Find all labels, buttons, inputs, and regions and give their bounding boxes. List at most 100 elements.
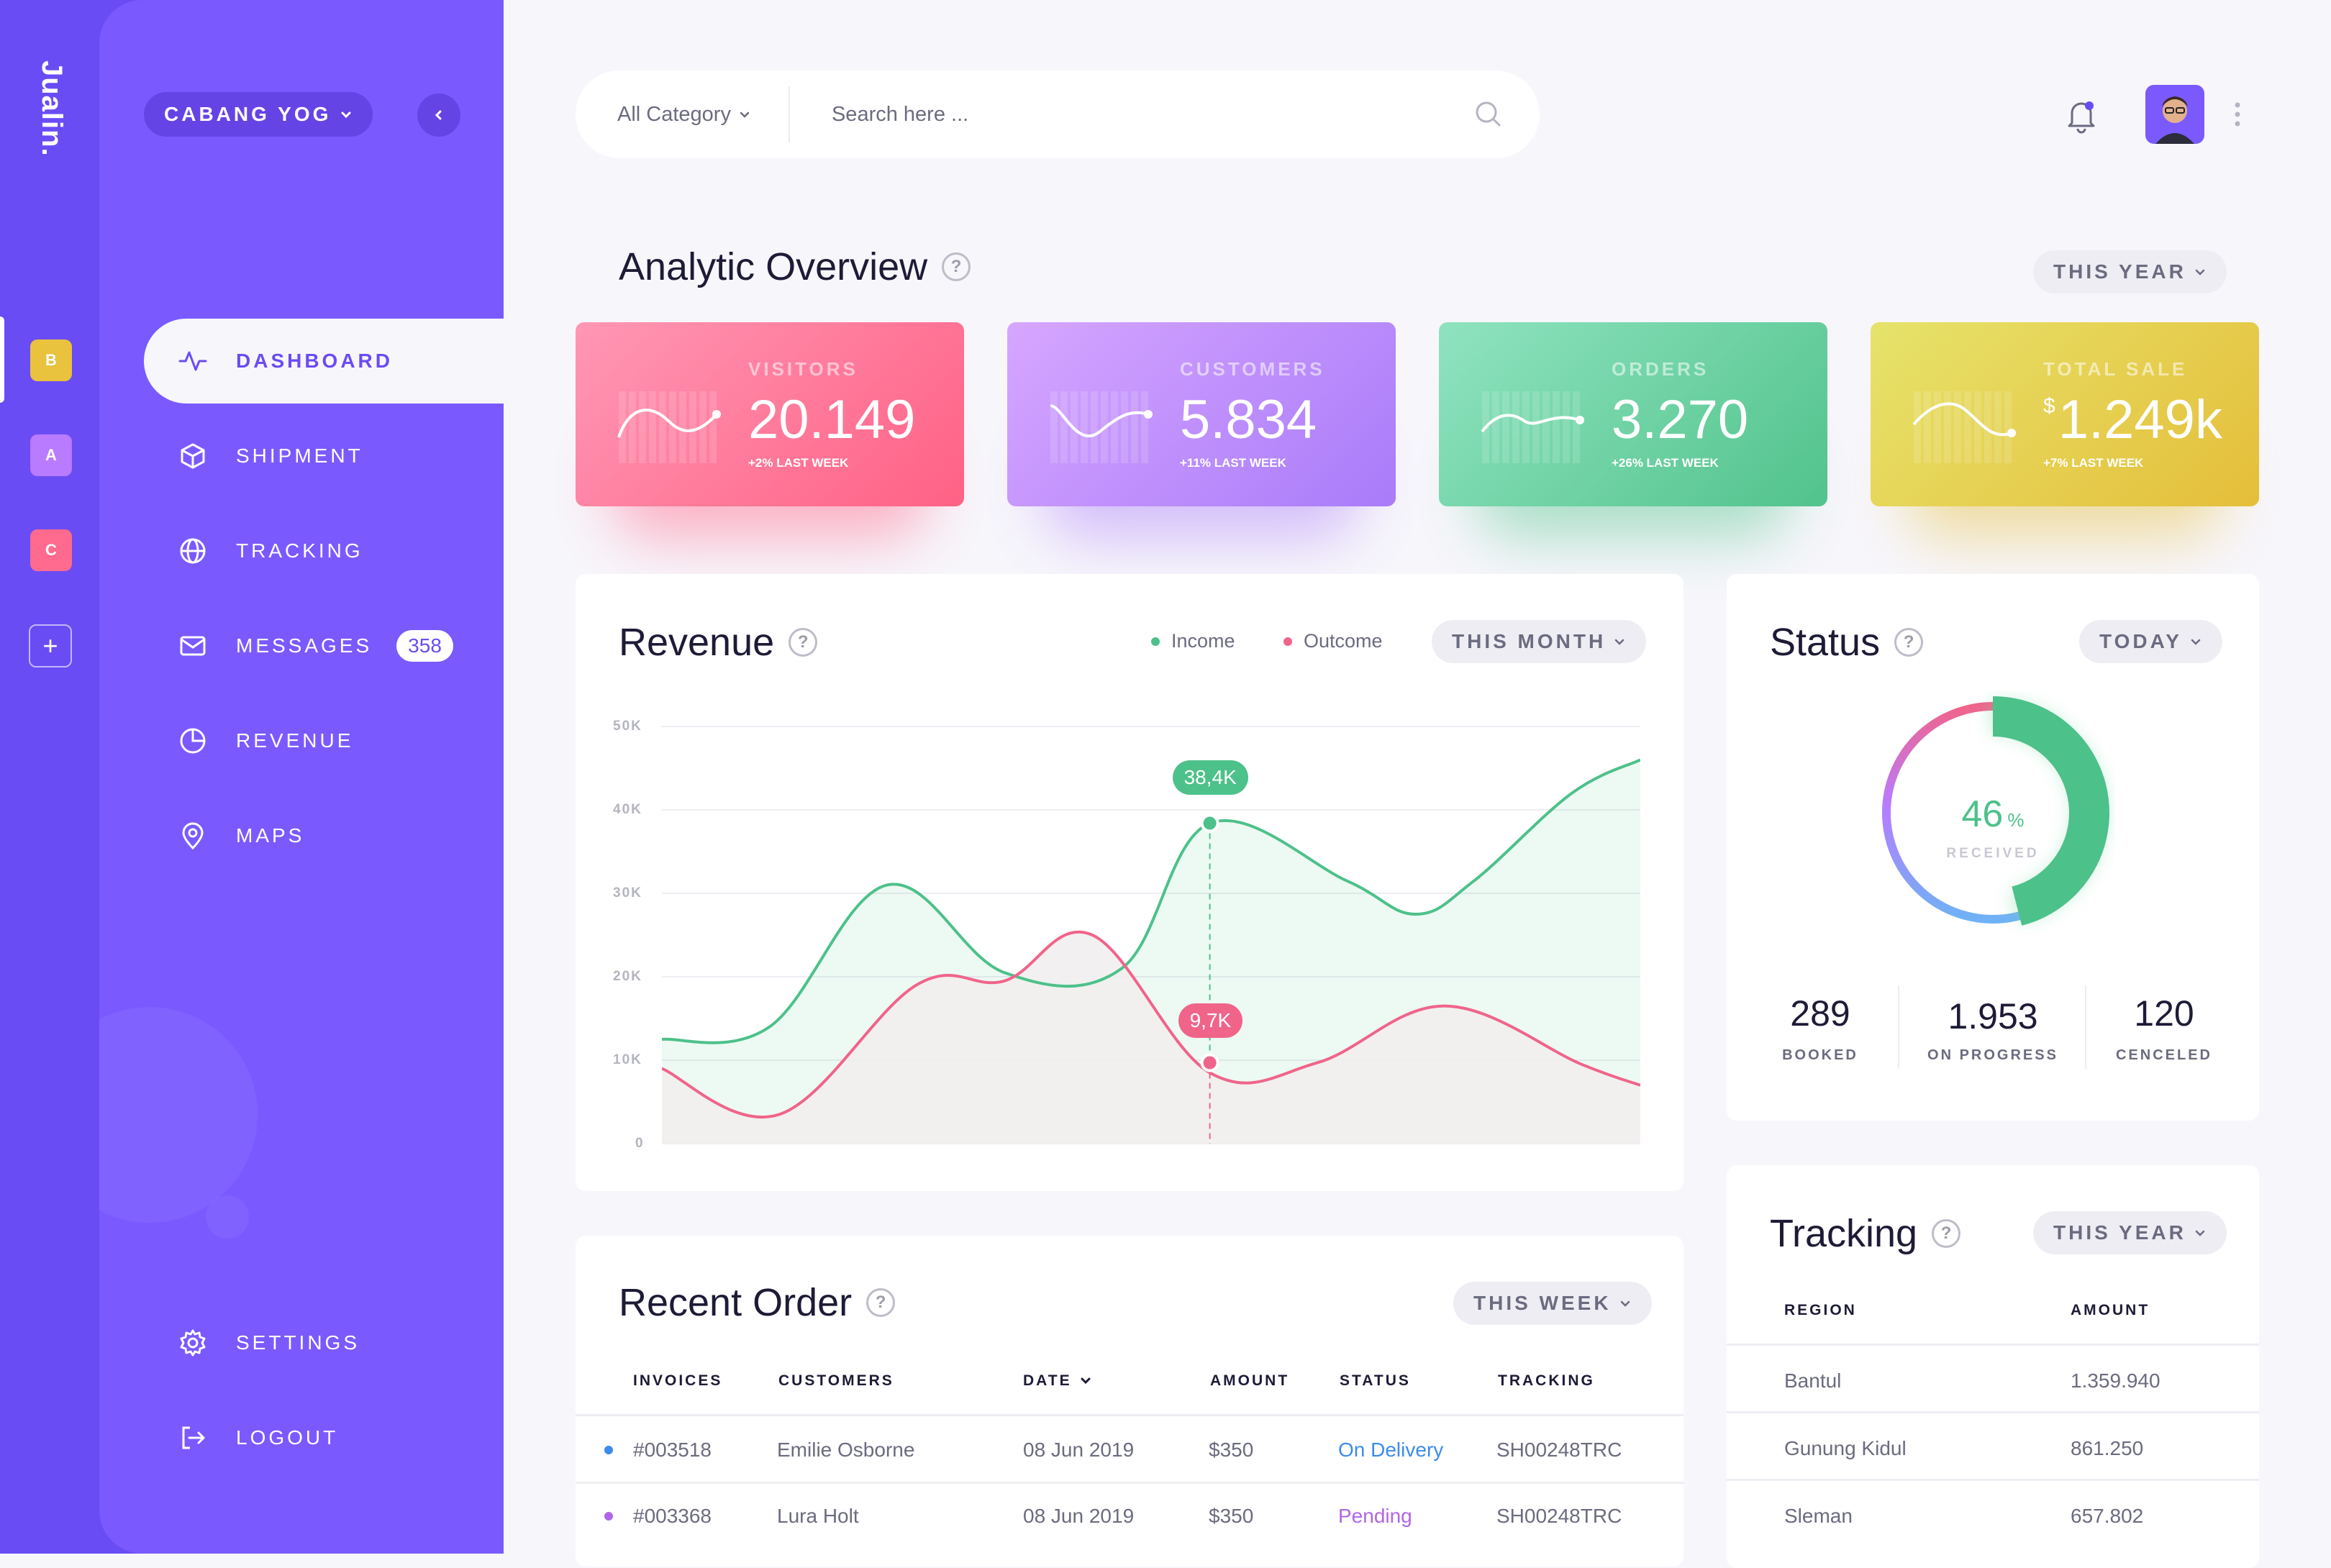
add-workspace-button[interactable]: + xyxy=(29,624,72,667)
category-label: All Category xyxy=(617,102,731,126)
search-divider xyxy=(788,86,790,142)
legend-dot xyxy=(1151,637,1160,646)
tracking-title: Tracking xyxy=(1770,1212,1918,1255)
revenue-period-dropdown[interactable]: THIS MONTH xyxy=(1432,620,1647,663)
tracking-cell: SH00248TRC xyxy=(1496,1439,1622,1461)
map-pin-icon xyxy=(176,819,210,853)
sidebar-item-label: MESSAGES xyxy=(236,634,373,657)
collapse-sidebar-button[interactable] xyxy=(417,94,460,137)
stat-change: +11% LAST WEEK xyxy=(1180,456,1286,470)
income-line[interactable] xyxy=(662,758,1640,1044)
stat-value: 5.834 xyxy=(1180,389,1317,450)
search-icon[interactable] xyxy=(1472,98,1505,131)
legend-income[interactable]: Income xyxy=(1151,630,1235,652)
stat-divider xyxy=(2085,985,2086,1069)
date-cell: 08 Jun 2019 xyxy=(1023,1439,1135,1461)
sidebar-item-logout[interactable]: LOGOUT xyxy=(144,1395,576,1480)
table-divider xyxy=(1727,1479,2259,1481)
on-progress-value: 1.953 xyxy=(1948,996,2038,1036)
income-highlight-point[interactable] xyxy=(1200,813,1219,833)
sidebar-item-label: TRACKING xyxy=(236,539,363,562)
globe-icon xyxy=(176,534,210,568)
column-header-date[interactable]: DATE xyxy=(1023,1372,1092,1390)
workspace-a-button[interactable]: A xyxy=(30,434,72,476)
stat-change: +26% LAST WEEK xyxy=(1612,456,1719,470)
chevron-down-icon xyxy=(740,111,750,118)
tracking-cell: SH00248TRC xyxy=(1496,1505,1622,1527)
sidebar-item-settings[interactable]: SETTINGS xyxy=(144,1300,576,1385)
help-icon[interactable]: ? xyxy=(942,252,971,281)
workspace-b-button[interactable]: B xyxy=(30,339,72,381)
outcome-line[interactable] xyxy=(662,930,1640,1119)
sidebar-item-label: REVENUE xyxy=(236,729,354,752)
y-tick-label: 20K xyxy=(613,969,642,984)
sidebar-item-messages[interactable]: MESSAGES 358 xyxy=(144,603,576,688)
sidebar-item-maps[interactable]: MAPS xyxy=(144,793,576,878)
decorative-circle-small xyxy=(206,1195,249,1239)
column-label: DATE xyxy=(1023,1372,1072,1389)
sidebar-item-label: MAPS xyxy=(236,824,305,847)
avatar-portrait-icon xyxy=(2155,96,2194,144)
legend-dot xyxy=(1283,637,1292,646)
stat-card-visitors[interactable]: VISITORS 20.149 +2% LAST WEEK xyxy=(576,322,964,506)
region-cell: Bantul xyxy=(1784,1369,1842,1392)
column-header-region[interactable]: REGION xyxy=(1784,1302,1857,1318)
branch-selector[interactable]: CABANG YOG xyxy=(144,92,373,137)
sidebar-item-label: DASHBOARD xyxy=(236,350,393,372)
revenue-chart[interactable] xyxy=(662,719,1640,1151)
recent-order-period-dropdown[interactable]: THIS WEEK xyxy=(1453,1282,1652,1325)
column-header-invoices[interactable]: INVOICES xyxy=(633,1372,723,1389)
sidebar-item-label: SHIPMENT xyxy=(236,445,363,467)
column-header-amount[interactable]: AMOUNT xyxy=(2071,1302,2150,1318)
stat-card-customers[interactable]: CUSTOMERS 5.834 +11% LAST WEEK xyxy=(1007,322,1396,506)
tracking-period-dropdown[interactable]: THIS YEAR xyxy=(2033,1211,2227,1254)
booked-value: 289 xyxy=(1790,993,1850,1034)
status-header: Status ? xyxy=(1770,620,1924,665)
column-header-tracking[interactable]: TRACKING xyxy=(1498,1372,1595,1389)
overview-period-dropdown[interactable]: THIS YEAR xyxy=(2033,250,2227,293)
user-avatar[interactable] xyxy=(2145,85,2204,144)
canceled-value: 120 xyxy=(2134,993,2194,1034)
workspace-c-button[interactable]: C xyxy=(30,529,72,571)
help-icon[interactable]: ? xyxy=(1894,628,1924,657)
revenue-title: Revenue xyxy=(619,621,775,664)
y-tick-label: 30K xyxy=(613,885,642,901)
tracking-header: Tracking ? xyxy=(1770,1211,1961,1256)
customer-cell: Emilie Osborne xyxy=(777,1439,915,1461)
legend-label: Income xyxy=(1171,630,1235,652)
sidebar-item-tracking[interactable]: TRACKING xyxy=(144,509,576,593)
help-icon[interactable]: ? xyxy=(866,1288,896,1317)
sidebar-item-shipment[interactable]: SHIPMENT xyxy=(144,414,576,498)
outcome-highlight-point[interactable] xyxy=(1200,1053,1219,1072)
stat-change: +7% LAST WEEK xyxy=(2043,456,2144,470)
table-divider xyxy=(1727,1411,2259,1413)
outcome-area xyxy=(662,931,1640,1144)
mini-wave-chart-icon xyxy=(1481,391,1584,463)
sidebar xyxy=(99,0,504,1554)
income-tooltip: 38,4K xyxy=(1172,760,1248,795)
stat-card-orders[interactable]: ORDERS 3.270 +26% LAST WEEK xyxy=(1439,322,1827,506)
stat-change: +2% LAST WEEK xyxy=(748,456,849,470)
search-input[interactable] xyxy=(831,102,1422,127)
sidebar-item-revenue[interactable]: REVENUE xyxy=(144,698,576,783)
status-cell: On Delivery xyxy=(1338,1439,1444,1461)
search-bar: All Category xyxy=(576,70,1540,158)
status-period-dropdown[interactable]: TODAY xyxy=(2079,620,2222,663)
stat-card-total-sale[interactable]: TOTAL SALE $1.249k +7% LAST WEEK xyxy=(1871,322,2259,506)
column-header-customers[interactable]: CUSTOMERS xyxy=(778,1372,894,1389)
help-icon[interactable]: ? xyxy=(1932,1219,1961,1248)
overview-header: Analytic Overview ? xyxy=(619,245,971,289)
notification-bell-icon[interactable] xyxy=(2063,96,2099,135)
category-dropdown[interactable]: All Category xyxy=(617,103,751,127)
help-icon[interactable]: ? xyxy=(789,628,818,657)
legend-outcome[interactable]: Outcome xyxy=(1283,630,1383,652)
more-vertical-icon[interactable] xyxy=(2230,101,2245,129)
region-cell: Gunung Kidul xyxy=(1784,1437,1907,1459)
column-header-amount[interactable]: AMOUNT xyxy=(1210,1372,1290,1389)
sidebar-item-dashboard[interactable]: DASHBOARD xyxy=(144,319,576,404)
column-header-status[interactable]: STATUS xyxy=(1340,1372,1411,1389)
stat-label: ORDERS xyxy=(1612,358,1709,380)
row-status-dot xyxy=(604,1446,613,1454)
chevron-down-icon xyxy=(2195,269,2205,275)
received-label: RECEIVED xyxy=(1946,846,2040,861)
